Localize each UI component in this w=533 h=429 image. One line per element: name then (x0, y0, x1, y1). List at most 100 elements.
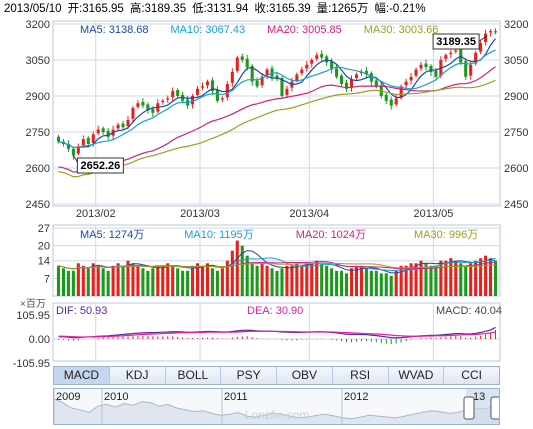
tab-wvad[interactable]: WVAD (389, 367, 445, 384)
candle-body (419, 64, 423, 69)
candle-body (81, 139, 85, 146)
ma20-line (58, 66, 496, 173)
price-tick-right: 3200 (504, 19, 528, 31)
tab-psy[interactable]: PSY (221, 367, 277, 384)
candle-body (56, 136, 61, 142)
tab-obv[interactable]: OBV (277, 367, 333, 384)
candle-body (106, 130, 110, 137)
volume-bar (349, 268, 354, 296)
price-panel-frame (52, 20, 501, 207)
volume-bar (419, 260, 423, 296)
candle-body (151, 109, 155, 113)
candle-body (255, 80, 259, 87)
candle-body (414, 69, 418, 76)
quote-change: 幅:-0.21% (374, 3, 426, 15)
candle-body (429, 66, 433, 72)
volume-bar (354, 265, 359, 296)
candle-body (176, 90, 180, 96)
candle-body (434, 70, 438, 77)
quote-date: 2013/05/10 (4, 3, 62, 15)
price-tick-right: 3050 (504, 55, 528, 67)
candle-body (479, 43, 483, 52)
tab-boll[interactable]: BOLL (166, 367, 222, 384)
candle-body (200, 86, 205, 88)
candle-body (191, 96, 195, 105)
volume-tick: 7 (44, 273, 50, 285)
volume-bar (200, 265, 205, 296)
vol-legend-ma20: MA20: 1024万 (295, 229, 367, 241)
volume-bar (493, 260, 498, 296)
candle-body (369, 73, 373, 82)
volume-bar (449, 258, 453, 296)
price-tick-left: 2900 (26, 91, 50, 103)
high-marker-label: 3189.35 (436, 36, 476, 48)
candle-body (374, 80, 378, 87)
volume-bar (166, 263, 170, 296)
candle-body (474, 52, 478, 64)
date-tick-label: 2013/03 (180, 208, 220, 220)
candle-body (335, 68, 339, 77)
candle-body (96, 129, 100, 134)
tab-macd[interactable]: MACD (54, 367, 110, 384)
volume-bar (250, 263, 254, 296)
candle-body (315, 55, 319, 59)
candle-body (76, 146, 80, 154)
candle-body (205, 81, 210, 86)
price-tick-left: 2750 (26, 127, 50, 139)
volume-bar (210, 268, 214, 296)
candle-body (349, 79, 354, 88)
candle-body (305, 64, 309, 69)
candle-body (86, 138, 90, 144)
volume-bar (86, 268, 90, 296)
macd-tick: -105.95 (13, 358, 50, 370)
candle-body (454, 50, 458, 52)
volume-bar (369, 270, 373, 296)
volume-bar (96, 265, 100, 296)
macd-axis: 105.95 0.00 -105.95 (13, 310, 50, 370)
price-tick-left: 2600 (26, 163, 50, 175)
volume-bar (310, 263, 314, 296)
moving-average-lines (58, 38, 496, 178)
macd-panel-frame (52, 302, 501, 362)
indicator-tabs: MACD KDJ BOLL PSY OBV RSI WVAD CCI (53, 366, 500, 385)
volume-bar (260, 263, 264, 296)
tab-kdj[interactable]: KDJ (110, 367, 166, 384)
tab-rsi[interactable]: RSI (333, 367, 389, 384)
candle-body (116, 124, 120, 129)
legend-ma5: MA5: 3138.68 (80, 24, 149, 36)
volume-bar (394, 270, 398, 296)
low-marker-label: 2652.26 (80, 160, 120, 172)
volume-axis: 7 14 20 27 (38, 223, 50, 285)
price-tick-left: 3200 (26, 19, 50, 31)
candle-body (469, 64, 473, 76)
volume-bar (121, 265, 125, 296)
navigator-year-label: 2010 (104, 391, 128, 403)
volume-unit-label: ×百万 (20, 299, 46, 310)
candle-body (364, 70, 368, 75)
volume-bar (270, 268, 274, 296)
volume-bar (240, 245, 244, 296)
candle-body (394, 98, 398, 105)
volume-bar (374, 270, 378, 296)
volume-bar (330, 268, 334, 296)
candle-body (300, 69, 304, 74)
volume-bar (136, 265, 140, 296)
volume-bar (225, 260, 229, 296)
candle-body (91, 134, 95, 143)
candle-body (171, 91, 175, 98)
tab-cci[interactable]: CCI (461, 368, 482, 382)
volume-bar (106, 270, 110, 296)
volume-bar (414, 263, 418, 296)
legend-macd: MACD: 40.04 (436, 305, 503, 317)
navigator-area (54, 398, 499, 424)
volume-bar (91, 263, 95, 296)
time-range-navigator[interactable]: Lonzfin.com 2009 2010 2011 2012 13 (53, 388, 500, 425)
volume-bar (245, 255, 249, 296)
price-tick-left: 3050 (26, 55, 50, 67)
volume-bar (384, 273, 388, 296)
candle-body (250, 66, 254, 82)
grid-lines (53, 21, 500, 361)
volume-bar (116, 263, 120, 296)
navigator-year-label: 2012 (344, 391, 368, 403)
